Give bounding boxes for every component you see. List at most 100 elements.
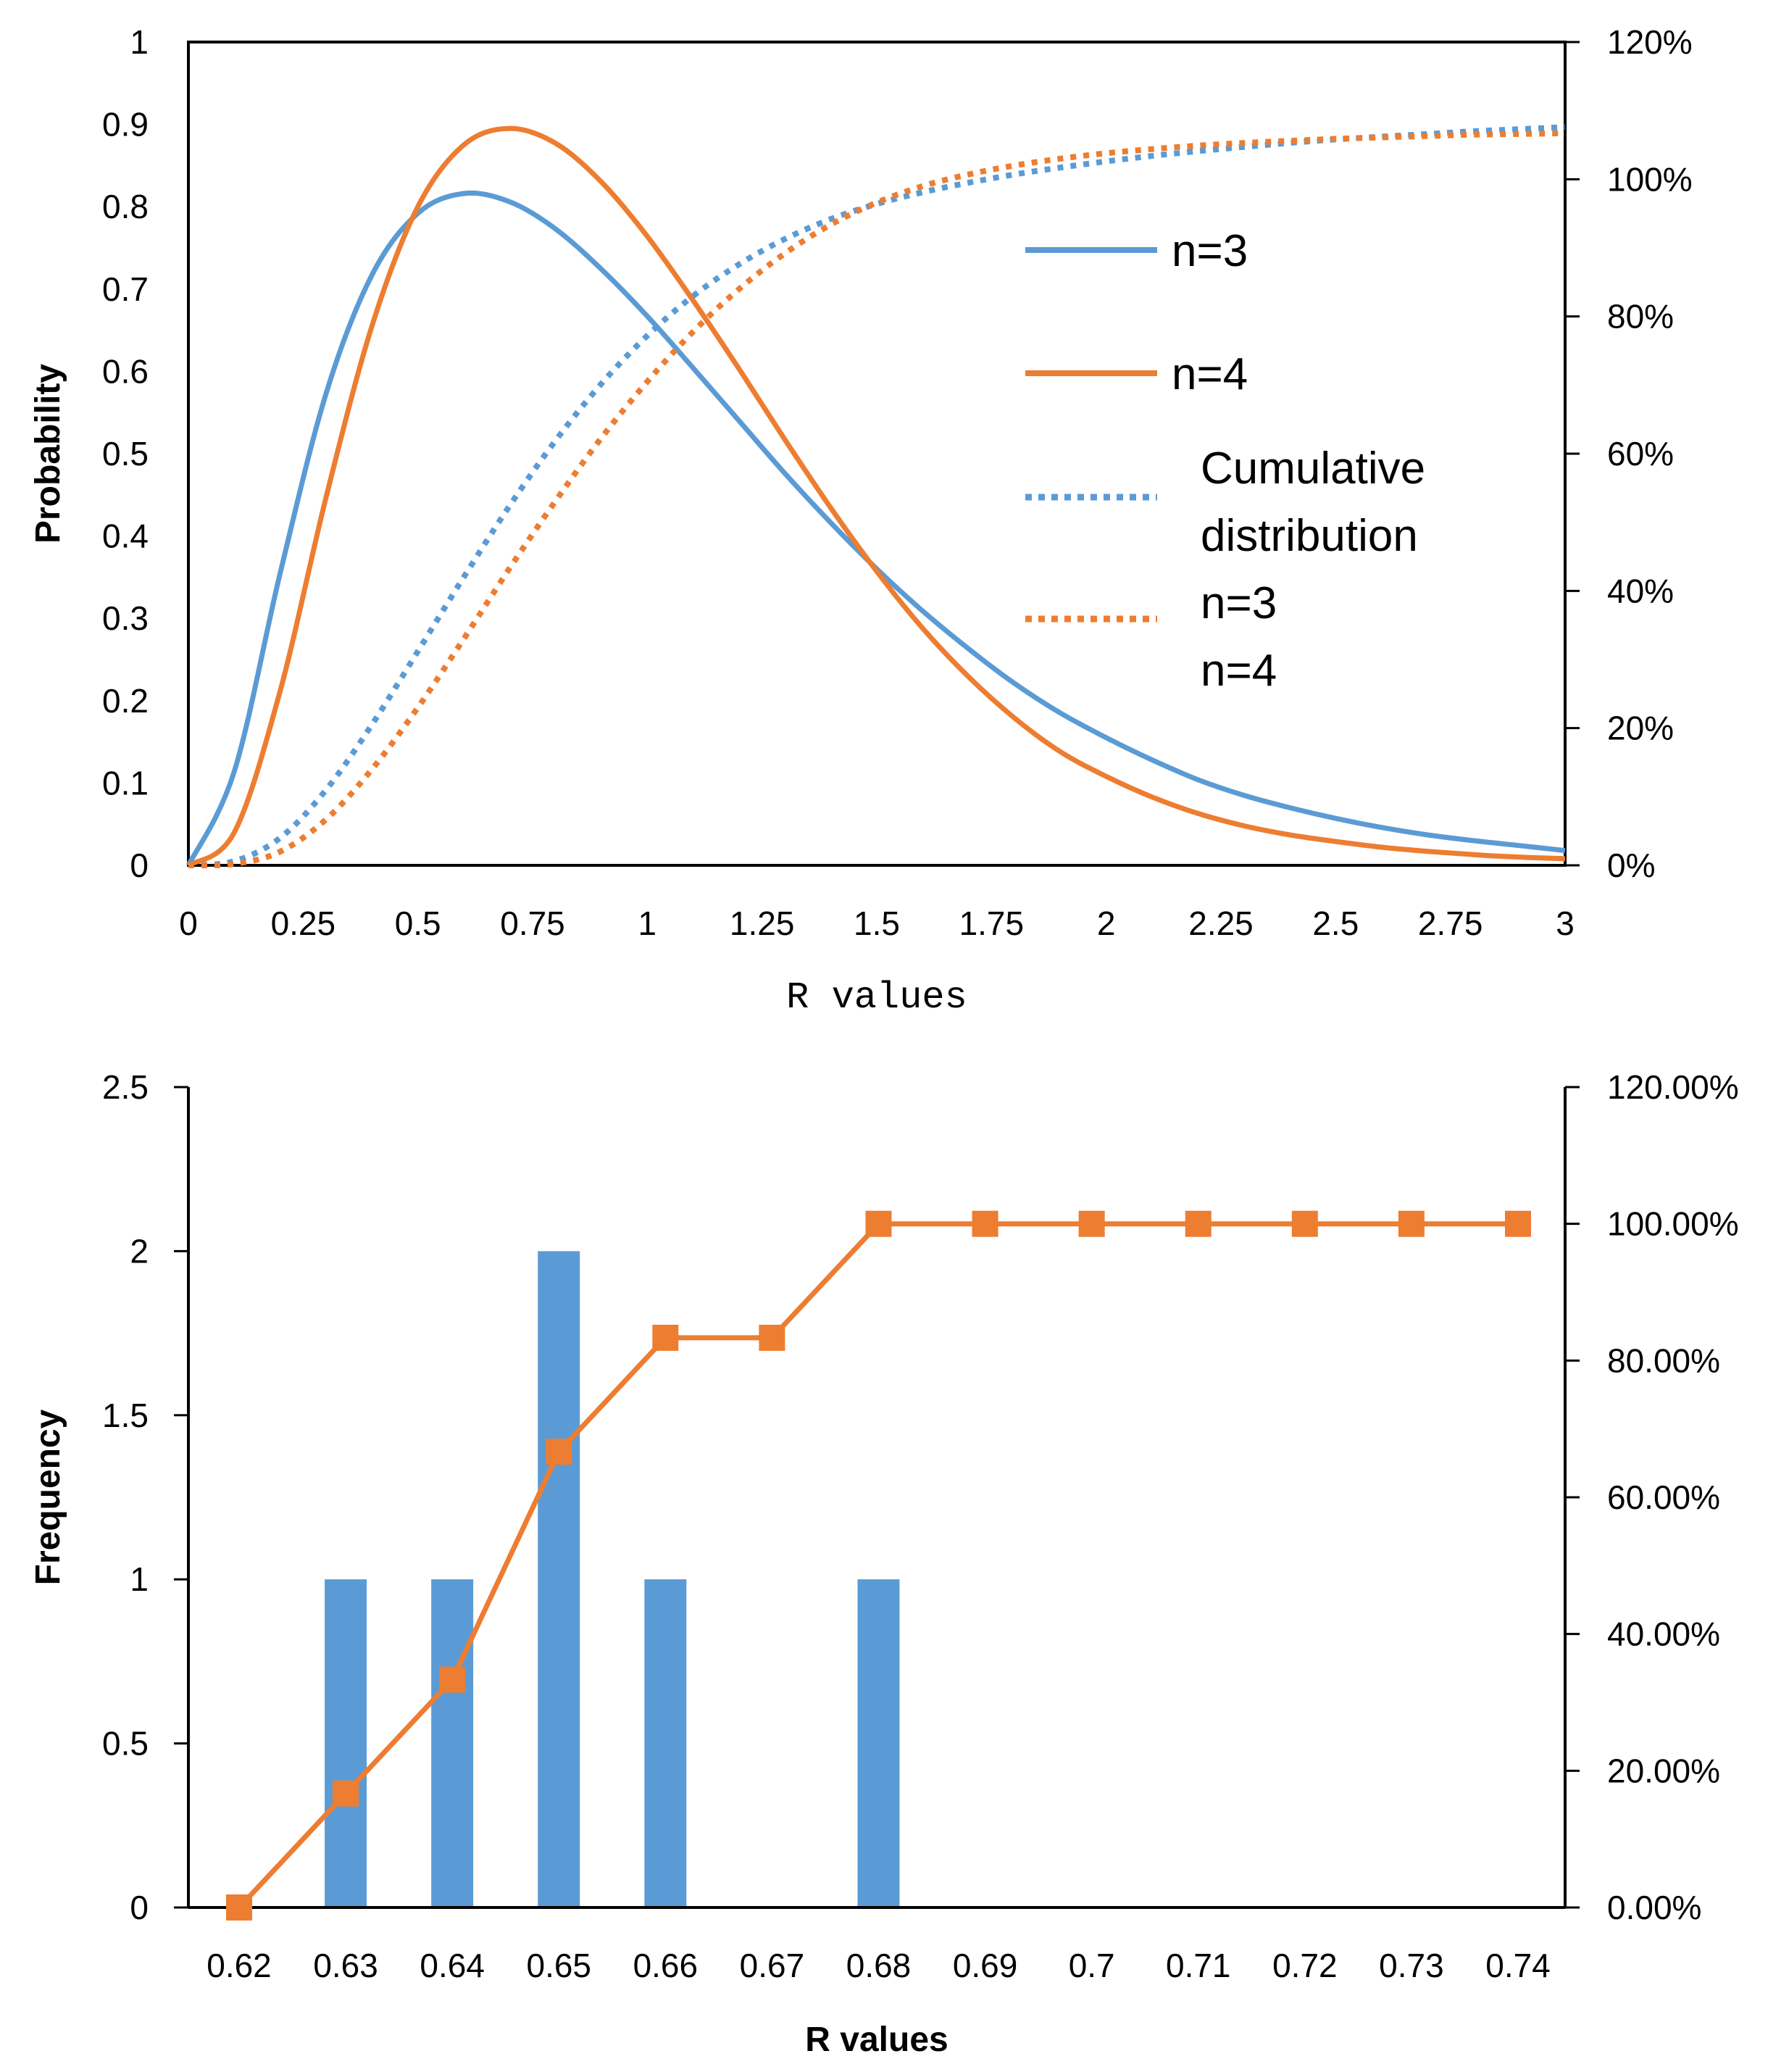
top-y2-tick-2: 40%: [1607, 572, 1674, 609]
bottom-x-tick-0: 0.62: [207, 1947, 272, 1984]
bottom-x-tick-5: 0.67: [740, 1947, 805, 1984]
bottom-y-tick-3: 1.5: [102, 1397, 149, 1434]
top-x-tick-labels: 0 0.25 0.5 0.75 1 1.25 1.5 1.75 2 2.25 2.5 2.75 3: [179, 904, 1575, 942]
cumulative-marker-0.65: [546, 1439, 572, 1465]
top-y-tick-0: 0: [130, 846, 149, 884]
bar-0.68: [857, 1579, 900, 1907]
bottom-y-tick-0: 0: [130, 1889, 149, 1926]
series-pdf-n4: [186, 125, 1566, 868]
cumulative-marker-0.7: [1078, 1210, 1105, 1237]
bottom-y2-tick-3: 60.00%: [1607, 1478, 1720, 1516]
bar-0.66: [644, 1579, 687, 1907]
top-y-tick-4: 0.4: [102, 517, 149, 555]
top-x-tick-6: 1.5: [854, 904, 900, 942]
series-cdf-n4: [188, 130, 1566, 869]
bottom-x-tick-2: 0.64: [420, 1947, 485, 1984]
top-y-axis-title: Probability: [29, 364, 67, 544]
top-x-tick-11: 2.75: [1418, 904, 1483, 942]
top-x-tick-1: 0.25: [271, 904, 336, 942]
bar-0.65: [538, 1251, 580, 1907]
bottom-y2-tick-4: 80.00%: [1607, 1341, 1720, 1379]
top-y-tick-1: 0.1: [102, 764, 149, 802]
bottom-chart: 0.62 0.63 0.64 0.65 0.66 0.67 0.68 0.69 0.7 0.71 0…: [29, 1068, 1739, 2059]
top-x-tick-2: 0.5: [395, 904, 441, 942]
bottom-y-tick-labels: 0 0.5 1 1.5 2 2.5: [102, 1068, 188, 1926]
legend-label-cum-n4: n=4: [1201, 646, 1277, 696]
top-x-tick-7: 1.75: [959, 904, 1025, 942]
bottom-x-tick-4: 0.66: [633, 1947, 698, 1984]
top-legend: n=3 n=4 Cumulative distribution n=3 n=4: [1025, 226, 1438, 696]
top-y-tick-labels: 0 0.1 0.2 0.3 0.4 0.5 0.6 0.7 0.8 0.9 1: [102, 23, 149, 884]
legend-label-n4: n=4: [1172, 349, 1248, 399]
top-y-tick-9: 0.9: [102, 106, 149, 143]
cumulative-marker-0.64: [439, 1666, 466, 1693]
bottom-y-tick-1: 0.5: [102, 1725, 149, 1763]
top-y2-tick-5: 100%: [1607, 160, 1693, 198]
bottom-y2-tick-1: 20.00%: [1607, 1752, 1720, 1789]
bottom-y2-tick-5: 100.00%: [1607, 1205, 1739, 1243]
bottom-x-tick-3: 0.65: [526, 1947, 591, 1984]
top-y2-tick-0: 0%: [1607, 846, 1655, 884]
top-series-group: [185, 124, 1566, 869]
legend-label-cumulative: Cumulative distribution: [1201, 444, 1438, 561]
top-y-tick-7: 0.7: [102, 270, 149, 308]
top-y2-tick-3: 60%: [1607, 435, 1674, 473]
top-y-tick-5: 0.5: [102, 435, 149, 473]
legend-label-cumulative-line1: Cumulative: [1201, 444, 1425, 494]
top-x-tick-4: 1: [638, 904, 657, 942]
cumulative-marker-0.63: [333, 1780, 359, 1807]
bar-0.64: [431, 1579, 474, 1907]
bottom-x-tick-10: 0.72: [1272, 1947, 1338, 1984]
bottom-x-tick-9: 0.71: [1166, 1947, 1231, 1984]
top-x-tick-0: 0: [179, 904, 198, 942]
top-y2-tick-6: 120%: [1607, 23, 1693, 61]
bottom-bars-group: [325, 1251, 900, 1907]
legend-label-n3: n=3: [1172, 226, 1248, 276]
top-x-tick-3: 0.75: [500, 904, 565, 942]
bar-0.63: [325, 1579, 367, 1907]
top-y2-tick-1: 20%: [1607, 710, 1674, 747]
top-chart: 0 0.25 0.5 0.75 1 1.25 1.5 1.75 2 2.25 2.5 2.75 3 00…: [29, 23, 1693, 1019]
cumulative-marker-0.62: [226, 1894, 252, 1921]
bottom-y-tick-2: 1: [130, 1560, 149, 1598]
top-x-axis-title: R values: [786, 976, 967, 1019]
top-x-tick-10: 2.5: [1312, 904, 1359, 942]
legend-label-cumulative-line2: distribution: [1201, 511, 1418, 561]
bottom-x-tick-6: 0.68: [846, 1947, 912, 1984]
bottom-y-tick-5: 2.5: [102, 1068, 149, 1106]
bottom-x-axis-title: R values: [805, 2021, 948, 2059]
bottom-line-group: [226, 1210, 1531, 1921]
bottom-x-tick-labels: 0.62 0.63 0.64 0.65 0.66 0.67 0.68 0.69 0.7 0.71 0…: [207, 1947, 1551, 1984]
top-y-tick-6: 0.6: [102, 352, 149, 390]
cumulative-marker-0.68: [865, 1210, 892, 1237]
series-pdf-n3: [185, 190, 1566, 867]
bottom-y2-tick-0: 0.00%: [1607, 1889, 1701, 1926]
top-y-tick-10: 1: [130, 23, 149, 61]
cumulative-marker-0.69: [972, 1210, 998, 1237]
bottom-y2-tick-labels: 0.00% 20.00% 40.00% 60.00% 80.00% 100.00% 120.…: [1565, 1068, 1739, 1926]
top-x-tick-8: 2: [1097, 904, 1116, 942]
cumulative-marker-0.73: [1398, 1210, 1425, 1237]
top-y2-tick-labels: 0% 20% 40% 60% 80% 100% 120%: [1565, 23, 1693, 884]
top-y-tick-3: 0.3: [102, 599, 149, 637]
bottom-x-tick-1: 0.63: [313, 1947, 378, 1984]
top-x-tick-9: 2.25: [1188, 904, 1254, 942]
top-x-tick-5: 1.25: [730, 904, 795, 942]
bottom-x-tick-11: 0.73: [1379, 1947, 1444, 1984]
bottom-x-tick-8: 0.7: [1069, 1947, 1115, 1984]
bottom-y-axis-title: Frequency: [29, 1409, 67, 1585]
bottom-y2-tick-2: 40.00%: [1607, 1615, 1720, 1653]
top-y2-tick-4: 80%: [1607, 298, 1674, 336]
cumulative-marker-0.67: [759, 1324, 785, 1351]
cumulative-marker-0.71: [1185, 1210, 1212, 1237]
cumulative-marker-0.74: [1505, 1210, 1531, 1237]
top-x-tick-12: 3: [1556, 904, 1575, 942]
cumulative-marker-0.72: [1291, 1210, 1318, 1237]
bottom-y-tick-4: 2: [130, 1232, 149, 1270]
top-y-tick-8: 0.8: [102, 188, 149, 225]
bottom-x-tick-12: 0.74: [1485, 1947, 1551, 1984]
legend-label-cum-n3: n=3: [1201, 578, 1277, 628]
bottom-y2-tick-6: 120.00%: [1607, 1068, 1739, 1106]
top-y-tick-2: 0.2: [102, 682, 149, 720]
